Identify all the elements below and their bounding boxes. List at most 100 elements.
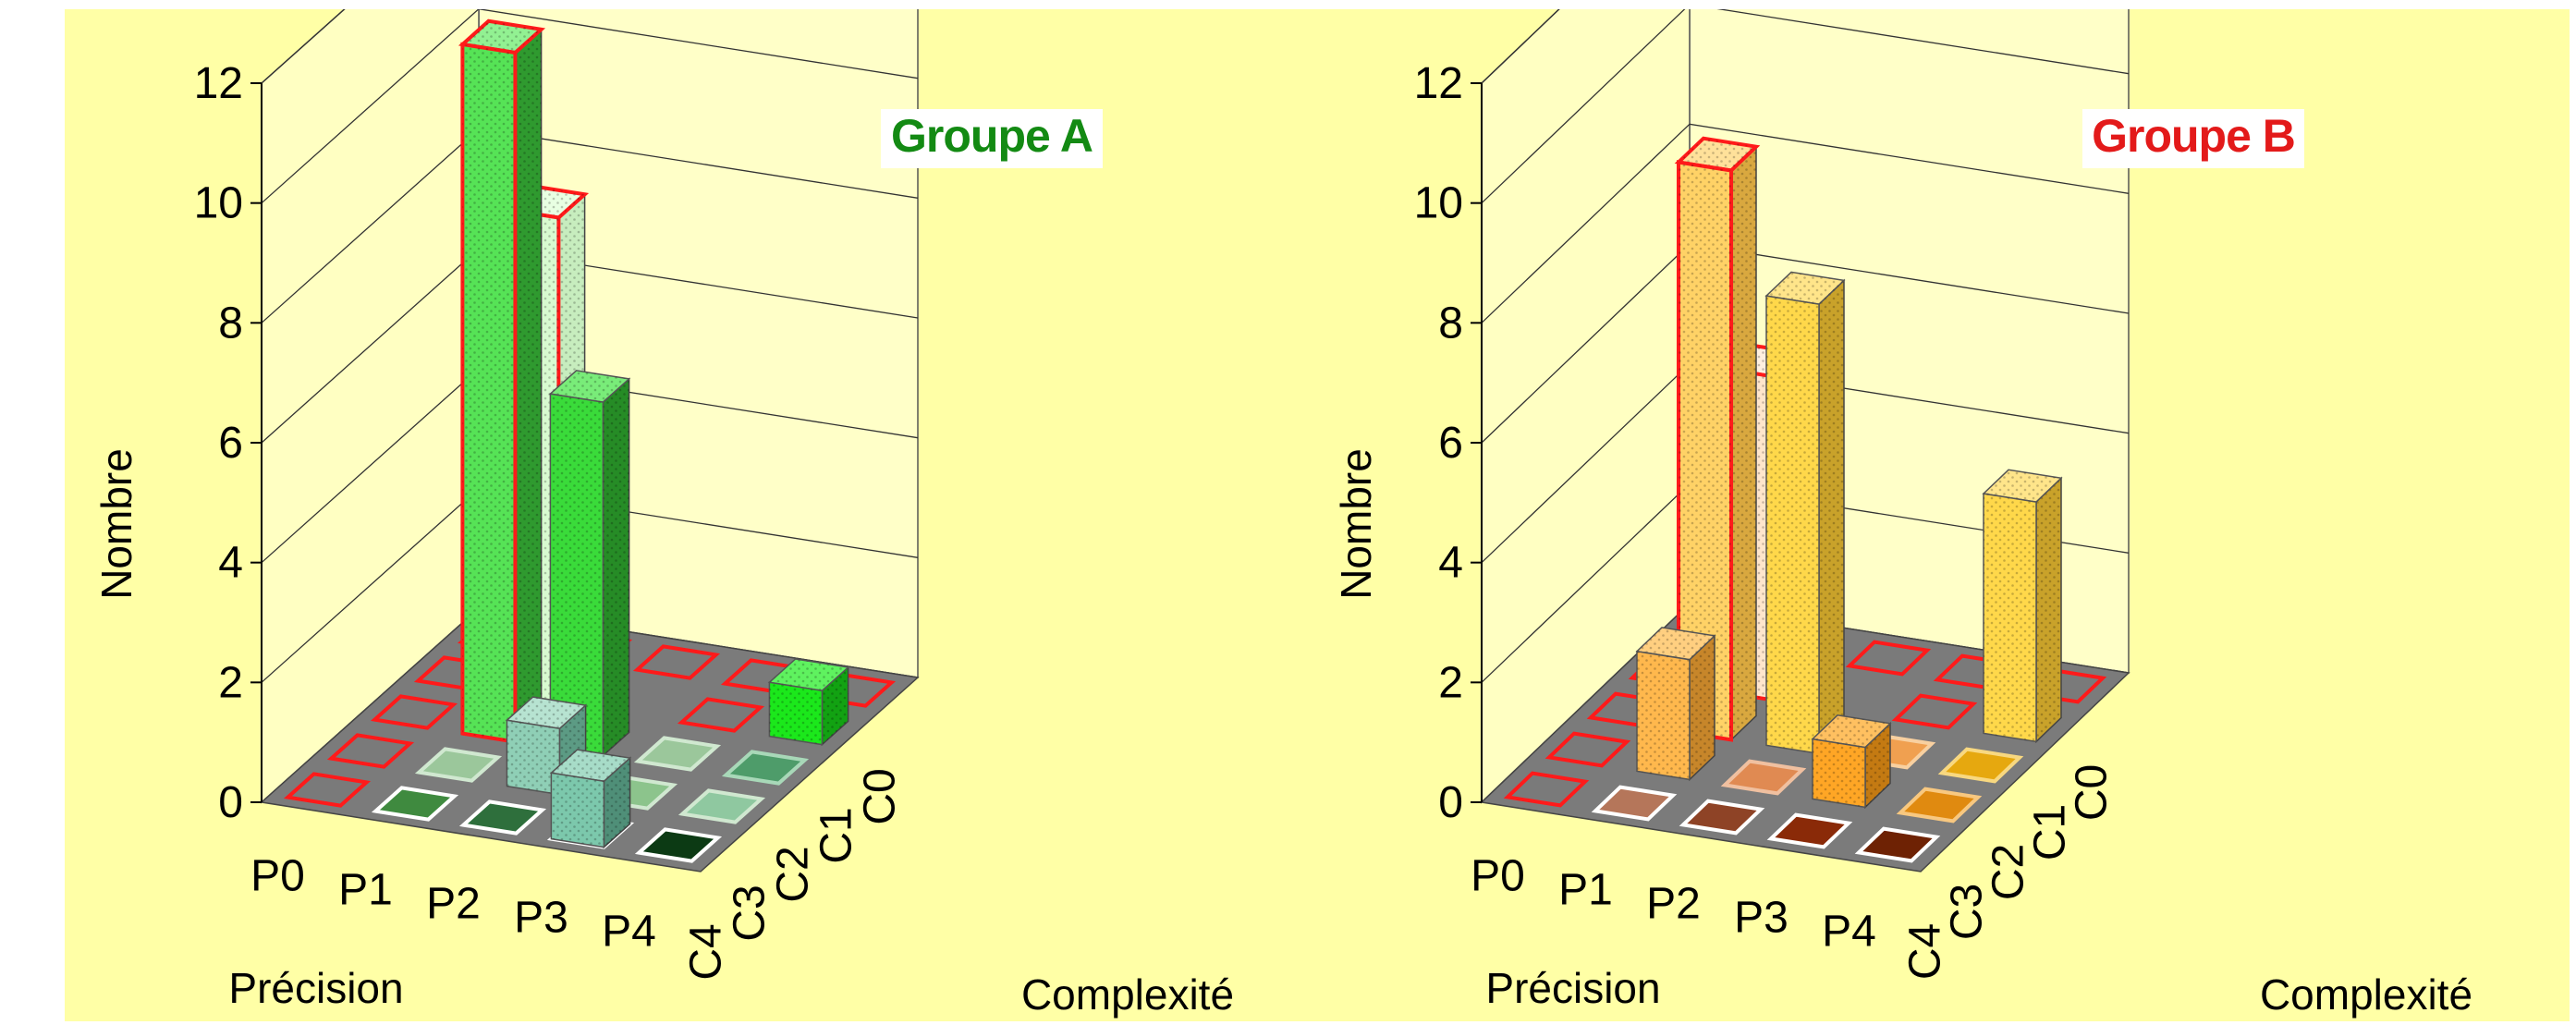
bar-side-texture [604, 758, 630, 848]
complexity-tick-group: C4 [1901, 923, 1950, 980]
y-axis-title-group: Nombre [92, 448, 140, 600]
zero-value-tile [458, 799, 547, 836]
complexity-tick-label: C2 [769, 846, 818, 902]
complexity-tick-group: C1 [2026, 804, 2075, 860]
chart-title: Groupe B [2092, 110, 2295, 162]
complexity-tick-label: C0 [856, 768, 905, 824]
complexity-tick-group: C3 [726, 885, 775, 941]
zero-value-tile [677, 697, 765, 733]
precision-tick-label: P4 [1822, 908, 1876, 957]
zero-value-tile [1896, 787, 1983, 824]
bar-p1-c2 [1674, 136, 1761, 742]
complexity-tick-group: C2 [1984, 844, 2033, 900]
bar-side-texture [1731, 146, 1756, 740]
complexity-tick-group: C1 [812, 807, 861, 863]
complexity-tick-group: C4 [682, 923, 731, 980]
precision-tick-label: P0 [1471, 852, 1525, 901]
precision-tick-label: P2 [1646, 880, 1701, 929]
zero-value-tile [1591, 785, 1678, 822]
bar-top-texture [1679, 138, 1756, 171]
bar-top-texture [1766, 272, 1844, 305]
complexity-tick-label: C3 [726, 885, 775, 941]
bar-p1-c3 [1635, 627, 1716, 782]
zero-value-tile [414, 747, 503, 783]
complexity-tick-label: C4 [682, 923, 731, 980]
bar-side-texture [1819, 280, 1844, 754]
bar-front-texture [551, 773, 604, 848]
value-tick-label: 4 [218, 539, 243, 588]
bar-top-texture [507, 697, 586, 729]
zero-value-tile [632, 644, 721, 680]
zero-value-tile [1679, 799, 1765, 836]
zero-value-tile [1891, 693, 1978, 730]
complexity-tick-label: C2 [1984, 844, 2033, 900]
value-tick-label: 6 [1438, 419, 1463, 468]
precision-tick-label: P3 [514, 894, 568, 943]
title-box [2082, 109, 2304, 168]
bar-side-texture [1690, 635, 1715, 780]
complexity-tick-label: C1 [2026, 804, 2075, 860]
bar-side-texture [515, 29, 542, 742]
zero-value-tile [1766, 812, 1853, 849]
complexity-tick-group: C0 [856, 768, 905, 824]
complexity-tick-label: C3 [1943, 884, 1992, 940]
bar-front-texture [462, 44, 516, 742]
bar-side-texture [822, 667, 848, 745]
zero-value-tile [633, 736, 722, 772]
precision-tick-label: P4 [602, 908, 656, 957]
bar-p3-c3 [1811, 714, 1892, 810]
gridline [1481, 9, 1560, 84]
bar-p4-c1 [767, 658, 850, 747]
bar-front-texture [769, 682, 823, 745]
bar-top-texture [1637, 627, 1715, 660]
y-axis-title: Nombre [1332, 448, 1380, 600]
bar-front-texture [1813, 738, 1865, 808]
complexity-tick-group: C2 [769, 846, 818, 902]
bar-front-texture [1766, 296, 1819, 754]
value-tick-label: 8 [218, 299, 243, 348]
precision-tick-label: P2 [426, 880, 481, 929]
x-axis-title: Précision [1485, 964, 1660, 1012]
value-tick-label: 8 [1438, 299, 1463, 348]
complexity-tick-group: C0 [2068, 764, 2117, 821]
value-tick-label: 0 [218, 778, 243, 827]
bar-p4-c1 [1982, 469, 2063, 744]
zero-value-tile [326, 733, 415, 769]
value-tick-label: 6 [218, 419, 243, 468]
bar-p2-c2 [548, 370, 631, 758]
bar-top-texture [551, 750, 630, 782]
complexity-tick-label: C0 [2068, 764, 2117, 821]
value-tick-label: 12 [1414, 59, 1463, 108]
chart-title: Groupe A [891, 110, 1093, 162]
gridline [261, 9, 346, 84]
bar-side-texture [2036, 478, 2061, 742]
value-tick-label: 4 [1438, 539, 1463, 588]
zero-value-tile [634, 827, 723, 863]
zero-value-tile [678, 788, 766, 824]
zero-value-tile [1845, 640, 1932, 677]
precision-tick-label: P1 [1558, 866, 1613, 915]
complexity-tick-label: C1 [812, 807, 861, 863]
value-tick-label: 10 [1414, 179, 1463, 228]
bar-top-texture [1984, 470, 2061, 503]
bar-p2-c2 [1764, 271, 1846, 756]
bar-side-texture [1865, 723, 1890, 808]
precision-tick-label: P1 [338, 866, 393, 915]
complexity-tick-group: C3 [1943, 884, 1992, 940]
bar-top-texture [1813, 714, 1890, 748]
zero-value-tile [371, 786, 459, 822]
value-tick-label: 0 [1438, 778, 1463, 827]
gridline [1481, 123, 2130, 323]
bar-front-texture [1679, 162, 1731, 740]
precision-tick-label: P3 [1734, 894, 1789, 943]
zero-value-tile [1720, 759, 1807, 796]
bar-front-texture [507, 720, 560, 795]
zero-value-tile [1503, 771, 1590, 808]
x-axis-title: Précision [228, 964, 403, 1012]
value-tick-label: 2 [218, 658, 243, 707]
bar-p3-c4 [549, 749, 632, 849]
value-tick-label: 12 [194, 59, 243, 108]
